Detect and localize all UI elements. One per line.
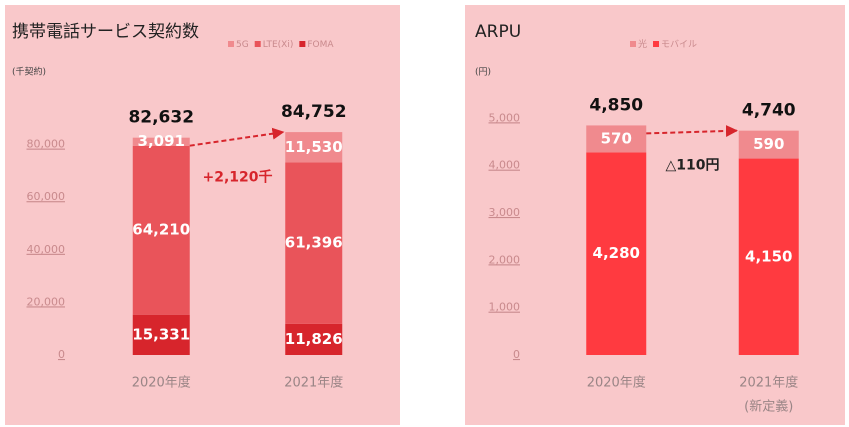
- legend-label: 光: [638, 38, 647, 50]
- legend-swatch: [653, 41, 660, 47]
- y-tick-label: 20,000: [27, 295, 66, 308]
- legend-swatch: [228, 41, 234, 47]
- legend-swatch: [254, 41, 261, 47]
- segment-label: 4,280: [593, 244, 640, 262]
- segment-label: 15,331: [132, 325, 190, 343]
- legend-label: FOMA: [307, 40, 334, 50]
- bar-segment: [132, 314, 190, 355]
- total-label: 82,632: [128, 108, 194, 128]
- y-tick-label: 5,000: [489, 111, 521, 124]
- total-label: 4,740: [742, 101, 796, 121]
- bar-segment: [132, 137, 190, 146]
- chart-title: ARPU: [475, 22, 521, 42]
- change-arrow: [646, 124, 738, 137]
- bar-segment: [285, 132, 343, 163]
- bar-segment: [586, 152, 647, 355]
- segment-label: 11,826: [285, 330, 343, 348]
- y-tick-label: 40,000: [27, 243, 66, 256]
- bar-segment: [586, 125, 647, 153]
- legend-swatch: [299, 41, 306, 47]
- legend-label: LTE(Xi): [263, 40, 294, 50]
- x-tick-label: 2020年度: [587, 375, 646, 391]
- segment-label: 570: [601, 129, 632, 147]
- bar-segment: [285, 162, 343, 324]
- y-tick-label: 80,000: [27, 138, 66, 151]
- total-label: 4,850: [589, 95, 643, 115]
- segment-label: 64,210: [132, 221, 190, 239]
- legend-label: モバイル: [661, 39, 697, 50]
- y-tick-label: 0: [513, 348, 520, 361]
- legend-swatch: [630, 41, 636, 47]
- x-tick-label: 2021年度: [284, 375, 343, 391]
- segment-label: 3,091: [138, 132, 185, 150]
- bar-segment: [132, 145, 190, 315]
- x-tick-label: 2021年度: [739, 375, 798, 391]
- y-tick-label: 3,000: [489, 206, 521, 219]
- segment-label: 4,150: [745, 247, 792, 265]
- legend-label: 5G: [236, 40, 249, 50]
- x-tick-note: (新定義): [744, 399, 793, 415]
- bar-segment: [738, 158, 799, 355]
- unit-label: (円): [475, 67, 491, 78]
- change-annotation: △110円: [666, 157, 720, 173]
- y-tick-label: 60,000: [27, 190, 66, 203]
- total-label: 84,752: [281, 102, 347, 122]
- segment-label: 61,396: [285, 234, 343, 252]
- chart-title: 携帯電話サービス契約数: [12, 22, 199, 42]
- bar-segment: [285, 323, 343, 355]
- y-tick-label: 2,000: [489, 253, 521, 266]
- segment-label: 11,530: [285, 138, 343, 156]
- change-annotation: +2,120千: [202, 169, 272, 186]
- y-tick-label: 1,000: [489, 301, 521, 314]
- y-tick-label: 0: [58, 348, 65, 361]
- unit-label: (千契約): [12, 66, 46, 78]
- y-tick-label: 4,000: [489, 159, 521, 172]
- segment-label: 590: [753, 135, 784, 153]
- x-tick-label: 2020年度: [132, 375, 191, 391]
- bar-segment: [738, 130, 799, 159]
